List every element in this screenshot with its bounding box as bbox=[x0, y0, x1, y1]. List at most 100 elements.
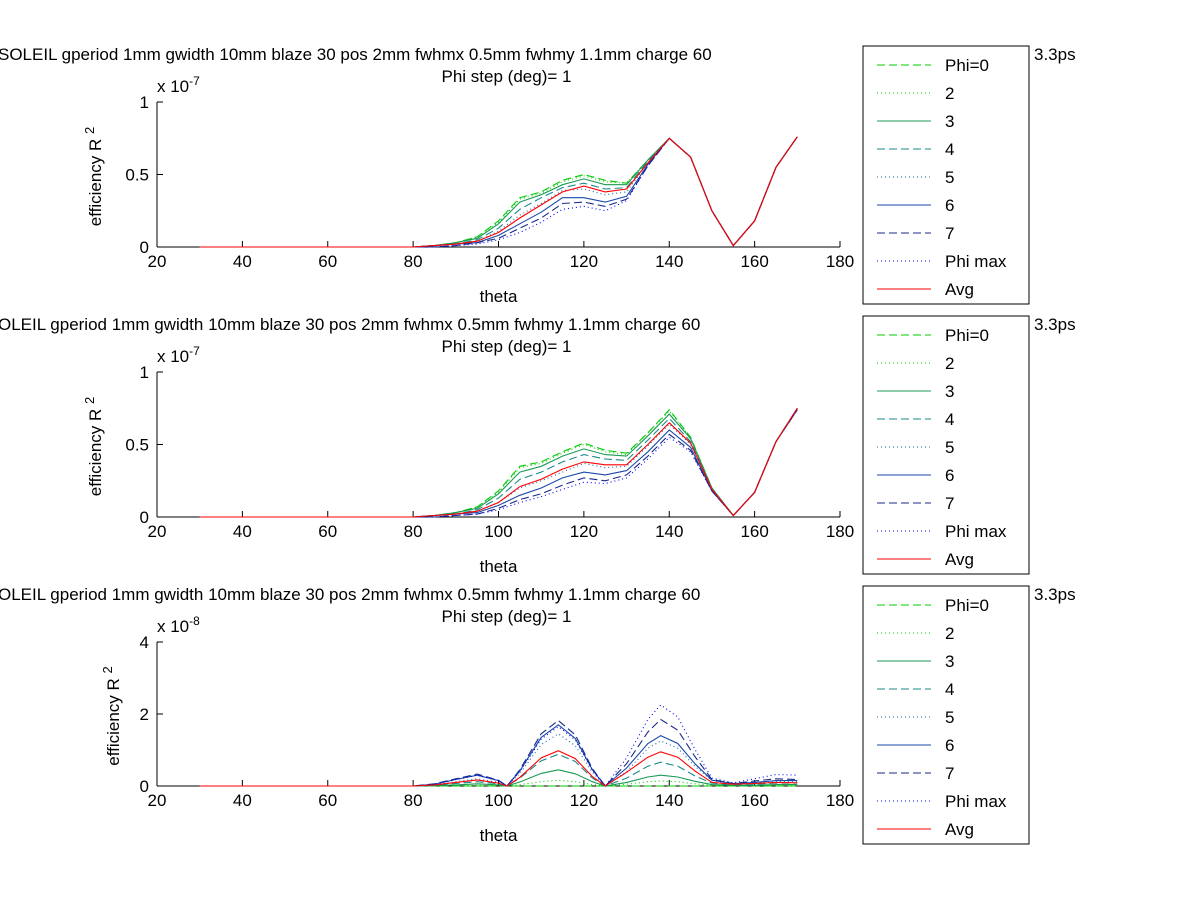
x-axis-label: theta bbox=[480, 287, 518, 306]
chart-subtitle: Phi step (deg)= 1 bbox=[442, 607, 572, 626]
legend-entry: Avg bbox=[945, 550, 974, 569]
series-line-4 bbox=[199, 408, 798, 518]
legend-entry: 7 bbox=[945, 494, 954, 513]
legend-entry: Phi=0 bbox=[945, 326, 989, 345]
x-tick-label: 20 bbox=[148, 791, 167, 810]
y-axis-label: efficiency R 2 bbox=[82, 397, 105, 497]
x-tick-label: 120 bbox=[570, 252, 598, 271]
y-axis-label: efficiency R 2 bbox=[82, 127, 105, 227]
chart-title: OLEIL gperiod 1mm gwidth 10mm blaze 30 p… bbox=[0, 315, 700, 334]
legend-entry: 6 bbox=[945, 736, 954, 755]
x-tick-label: 40 bbox=[233, 252, 252, 271]
legend: Phi=0 2 3 4 5 6 7 Phi max Avg bbox=[862, 315, 1030, 575]
y-exponent-sup: -7 bbox=[189, 344, 200, 358]
y-tick-label: 2 bbox=[140, 705, 149, 724]
legend-entry: Phi max bbox=[945, 522, 1007, 541]
legend-entry: 3 bbox=[945, 112, 954, 131]
legend-entry: 3 bbox=[945, 652, 954, 671]
legend-entry: 4 bbox=[945, 680, 954, 699]
y-axis-label-sup: 2 bbox=[82, 127, 97, 134]
x-tick-label: 140 bbox=[655, 791, 683, 810]
x-tick-label: 40 bbox=[233, 522, 252, 541]
y-tick-label: 0.5 bbox=[125, 166, 149, 185]
x-tick-label: 100 bbox=[484, 791, 512, 810]
x-tick-label: 180 bbox=[826, 791, 854, 810]
series-line-avg bbox=[199, 408, 798, 518]
legend-entry: Phi max bbox=[945, 792, 1007, 811]
legend-box bbox=[862, 45, 1030, 305]
y-exponent-label: x 10-7 bbox=[157, 74, 200, 96]
y-tick-label: 1 bbox=[140, 93, 149, 112]
y-tick-label: 0 bbox=[140, 238, 149, 257]
series-line-2 bbox=[199, 408, 798, 518]
legend-entry: 7 bbox=[945, 224, 954, 243]
legend-entry: Avg bbox=[945, 820, 974, 839]
y-tick-label: 1 bbox=[140, 363, 149, 382]
x-tick-label: 80 bbox=[404, 791, 423, 810]
series-line-3 bbox=[199, 408, 798, 518]
legend-entry: Phi=0 bbox=[945, 56, 989, 75]
x-tick-label: 60 bbox=[318, 522, 337, 541]
y-exponent-sup: -8 bbox=[189, 614, 200, 628]
legend-entry: Phi=0 bbox=[945, 596, 989, 615]
chart-title: OLEIL gperiod 1mm gwidth 10mm blaze 30 p… bbox=[0, 585, 700, 604]
chart-title-tail: 3.3ps bbox=[1034, 585, 1076, 604]
x-tick-label: 100 bbox=[484, 522, 512, 541]
y-exponent-label: x 10-8 bbox=[157, 614, 200, 636]
x-tick-label: 20 bbox=[148, 522, 167, 541]
x-axis-label: theta bbox=[480, 826, 518, 845]
legend-entry: 5 bbox=[945, 438, 954, 457]
y-axis-label-sup: 2 bbox=[82, 397, 97, 404]
x-tick-label: 160 bbox=[740, 252, 768, 271]
chart-panel-3: 20 40 60 80 100 120 140 160 180 0 2 4 x 10-8 OLEIL gp… bbox=[0, 585, 1076, 845]
x-tick-label: 60 bbox=[318, 791, 337, 810]
series-line-6 bbox=[199, 724, 798, 787]
chart-panel-1: 20 40 60 80 100 120 140 160 180 0 0.5 1 x 10-7 SOLEIL… bbox=[0, 45, 1076, 306]
chart-title-tail: 3.3ps bbox=[1034, 315, 1076, 334]
series-line-3 bbox=[199, 136, 798, 248]
series-line-6 bbox=[199, 409, 798, 518]
legend-entry: 7 bbox=[945, 764, 954, 783]
y-axis-label-sup: 2 bbox=[100, 666, 115, 673]
series-line-avg bbox=[199, 750, 798, 787]
x-axis-label: theta bbox=[480, 557, 518, 576]
legend-entry: 5 bbox=[945, 708, 954, 727]
x-tick-label: 80 bbox=[404, 252, 423, 271]
x-tick-label: 20 bbox=[148, 252, 167, 271]
series-line-7 bbox=[199, 409, 798, 518]
x-tick-label: 180 bbox=[826, 522, 854, 541]
series-line-5 bbox=[199, 409, 798, 518]
series-line-phi-max bbox=[199, 409, 798, 518]
y-tick-label: 0 bbox=[140, 777, 149, 796]
legend-entry: 4 bbox=[945, 410, 954, 429]
legend-entry: Avg bbox=[945, 280, 974, 299]
y-tick-label: 0 bbox=[140, 508, 149, 527]
series-line-avg bbox=[199, 136, 798, 248]
series-line-phi-max bbox=[199, 136, 798, 248]
series-line-5 bbox=[199, 733, 798, 787]
legend-entry: 2 bbox=[945, 84, 954, 103]
x-tick-label: 140 bbox=[655, 252, 683, 271]
chart-title: SOLEIL gperiod 1mm gwidth 10mm blaze 30 … bbox=[0, 45, 712, 64]
x-tick-label: 140 bbox=[655, 522, 683, 541]
x-tick-label: 40 bbox=[233, 791, 252, 810]
legend-entry: Phi max bbox=[945, 252, 1007, 271]
series-line-2 bbox=[199, 136, 798, 248]
x-tick-label: 100 bbox=[484, 252, 512, 271]
y-tick-label: 0.5 bbox=[125, 436, 149, 455]
x-tick-label: 80 bbox=[404, 522, 423, 541]
y-exponent-label: x 10-7 bbox=[157, 344, 200, 366]
legend-entry: 6 bbox=[945, 196, 954, 215]
x-tick-label: 180 bbox=[826, 252, 854, 271]
chart-panel-2: 20 40 60 80 100 120 140 160 180 0 0.5 1 x 10-7 OLEIL … bbox=[0, 315, 1076, 576]
legend-entry: 6 bbox=[945, 466, 954, 485]
chart-subtitle: Phi step (deg)= 1 bbox=[442, 67, 572, 86]
series-line-7 bbox=[199, 136, 798, 248]
chart-title-tail: 3.3ps bbox=[1034, 45, 1076, 64]
legend-entry: 4 bbox=[945, 140, 954, 159]
legend: Phi=0 2 3 4 5 6 7 Phi max Avg bbox=[862, 585, 1030, 845]
series-line-phi-0 bbox=[199, 408, 798, 518]
x-tick-label: 160 bbox=[740, 522, 768, 541]
legend-entry: 2 bbox=[945, 354, 954, 373]
